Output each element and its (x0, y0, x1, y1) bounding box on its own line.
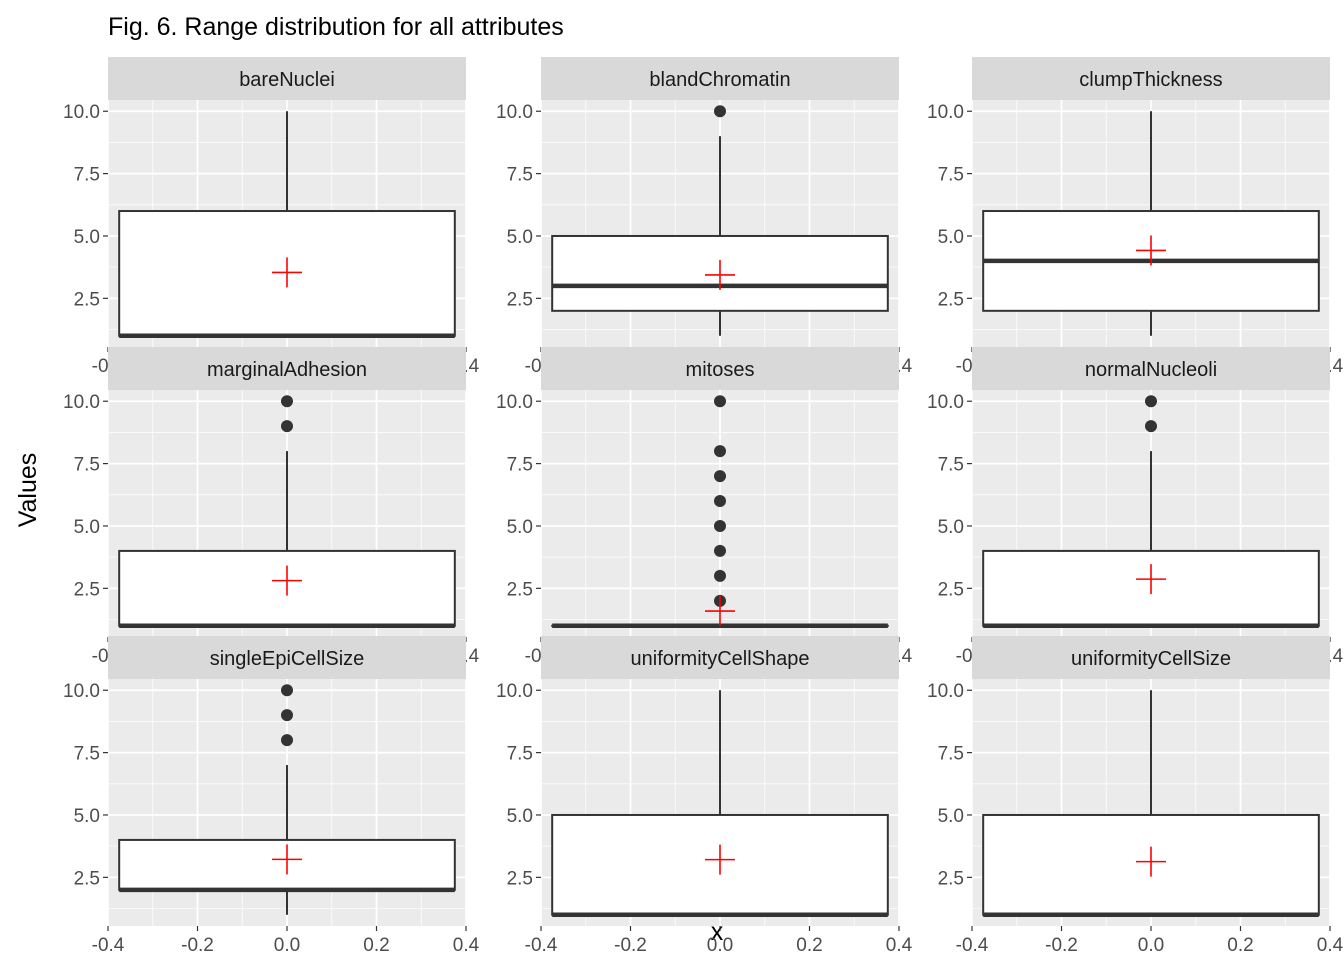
facet-panel: mitoses-0.4-0.20.00.20.42.55.07.510.0 (496, 347, 913, 667)
y-tick-label: 2.5 (507, 289, 533, 310)
outlier-point (714, 105, 726, 118)
y-tick-label: 10.0 (927, 102, 964, 123)
outlier-point (1145, 395, 1157, 408)
x-tick-label: 0.2 (796, 935, 822, 956)
x-tick-label: 0.4 (453, 935, 480, 956)
x-tick-label: 0.4 (886, 935, 913, 956)
facet-label: marginalAdhesion (207, 359, 367, 381)
outlier-point (714, 519, 726, 532)
outlier-point (714, 569, 726, 582)
y-tick-label: 5.0 (938, 517, 964, 538)
chart-title: Fig. 6. Range distribution for all attri… (108, 13, 564, 41)
outlier-point (714, 445, 726, 458)
y-tick-label: 10.0 (63, 392, 100, 413)
facet-strip (972, 636, 1330, 679)
y-tick-label: 7.5 (507, 455, 533, 476)
y-tick-label: 2.5 (938, 579, 964, 600)
y-tick-label: 7.5 (507, 744, 533, 765)
facet-strip (541, 636, 899, 679)
facet-strip (108, 57, 466, 100)
y-tick-label: 2.5 (74, 868, 100, 889)
y-tick-label: 10.0 (927, 681, 964, 702)
y-tick-label: 2.5 (74, 289, 100, 310)
outlier-point (281, 734, 293, 747)
facet-panel: uniformityCellShape -0.4 -0.2 0.0 0.2 0.4 2.5 5… (496, 636, 913, 956)
facet-strip (108, 636, 466, 679)
y-tick-label: 7.5 (938, 455, 964, 476)
y-tick-label: 10.0 (927, 392, 964, 413)
facet-panel: marginalAdhesion-0.4-0.20.00.20.42.55.07… (63, 347, 480, 667)
facet-label: uniformityCellShape (631, 648, 810, 670)
y-tick-label: 10.0 (496, 681, 533, 702)
y-tick-label: 5.0 (74, 517, 100, 538)
x-tick-label: -0.2 (614, 935, 647, 956)
facet-label: normalNucleoli (1085, 359, 1217, 381)
y-tick-label: 5.0 (507, 517, 533, 538)
y-tick-label: 5.0 (507, 227, 533, 248)
y-tick-label: 10.0 (63, 102, 100, 123)
facet-label: blandChromatin (649, 69, 790, 91)
y-tick-label: 2.5 (74, 579, 100, 600)
facet-strip (541, 347, 899, 390)
y-tick-label: 7.5 (938, 165, 964, 186)
facet-label: singleEpiCellSize (210, 648, 365, 670)
y-tick-label: 7.5 (938, 744, 964, 765)
y-tick-label: 10.0 (63, 681, 100, 702)
y-tick-label: 2.5 (938, 868, 964, 889)
y-tick-label: 10.0 (496, 102, 533, 123)
facet-panel: bareNuclei-0.4-0.20.00.20.42.55.07.510.0 (63, 57, 480, 377)
facet-label: bareNuclei (239, 69, 335, 91)
facet-strip (541, 57, 899, 100)
x-tick-label: 0.2 (1227, 935, 1253, 956)
facet-panels: bareNuclei -0.4 -0.2 0.0 0.2 0.4 2.5 5.0 7.5 10.0… (63, 57, 1344, 956)
outlier-point (714, 544, 726, 557)
outlier-point (714, 495, 726, 508)
x-tick-label: -0.4 (92, 935, 125, 956)
facet-strip (108, 347, 466, 390)
outlier-point (281, 395, 293, 408)
y-tick-label: 10.0 (496, 392, 533, 413)
x-tick-label: 0.0 (274, 935, 300, 956)
y-tick-label: 2.5 (507, 868, 533, 889)
outlier-point (281, 684, 293, 697)
y-tick-label: 5.0 (74, 806, 100, 827)
x-tick-label: 0.4 (1317, 935, 1344, 956)
facet-strip (972, 57, 1330, 100)
outlier-point (281, 420, 293, 433)
y-tick-label: 2.5 (507, 579, 533, 600)
x-tick-label: -0.4 (525, 935, 558, 956)
x-tick-label: -0.2 (181, 935, 214, 956)
facet-panel: normalNucleoli-0.4-0.20.00.20.42.55.07.5… (927, 347, 1344, 667)
facet-label: clumpThickness (1079, 69, 1222, 91)
facet-label: uniformityCellSize (1071, 648, 1231, 670)
outlier-point (714, 470, 726, 483)
y-tick-label: 7.5 (507, 165, 533, 186)
y-tick-label: 7.5 (74, 455, 100, 476)
facet-panel: clumpThickness-0.4-0.20.00.20.42.55.07.5… (927, 57, 1344, 377)
facet-panel: uniformityCellSize -0.4 -0.2 0.0 0.2 0.4 2.5 5.… (927, 636, 1344, 956)
x-tick-label: 0.0 (707, 935, 733, 956)
y-tick-label: 5.0 (74, 227, 100, 248)
x-tick-label: 0.2 (363, 935, 389, 956)
outlier-point (1145, 420, 1157, 433)
facet-panel: singleEpiCellSize -0.4 -0.2 0.0 0.2 0.4 2.5 5.0… (63, 636, 480, 956)
y-tick-label: 5.0 (507, 806, 533, 827)
facet-panel: blandChromatin-0.4-0.20.00.20.42.55.07.5… (496, 57, 913, 377)
y-axis-title: Values (14, 453, 42, 528)
outlier-point (281, 709, 293, 722)
x-tick-label: -0.4 (956, 935, 989, 956)
facet-strip (972, 347, 1330, 390)
y-tick-label: 7.5 (74, 744, 100, 765)
y-tick-label: 2.5 (938, 289, 964, 310)
y-tick-label: 5.0 (938, 806, 964, 827)
facet-label: mitoses (686, 359, 755, 381)
x-tick-label: 0.0 (1138, 935, 1164, 956)
outlier-point (714, 395, 726, 408)
y-tick-label: 7.5 (74, 165, 100, 186)
y-tick-label: 5.0 (938, 227, 964, 248)
x-tick-label: -0.2 (1045, 935, 1078, 956)
